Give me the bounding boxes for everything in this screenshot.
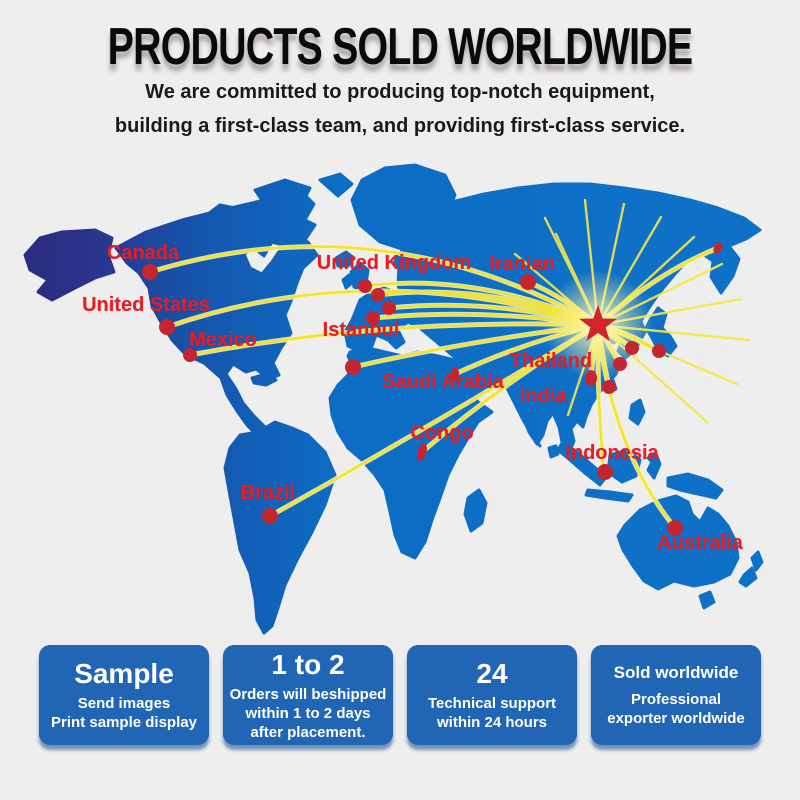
- location-dot-icon: [159, 319, 175, 335]
- java-shape: [584, 488, 634, 503]
- country-label-brazil: Brazil: [240, 482, 296, 504]
- card-line: after placement.: [250, 723, 366, 741]
- country-label-istanbul: Istanbul: [322, 319, 400, 341]
- philippines-shape: [628, 398, 646, 426]
- country-label-australia: Australia: [657, 532, 743, 554]
- arctic-islands-shape: [318, 172, 354, 198]
- caribbean-islands-shape: [250, 372, 278, 387]
- south-america-shape: [223, 420, 337, 635]
- star-icon: [579, 305, 617, 342]
- page-title: PRODUCTS SOLD WORLDWIDE: [107, 18, 693, 77]
- card-line: Technical support: [427, 695, 557, 712]
- location-dot-icon: [652, 344, 666, 358]
- world-map-svg: [23, 163, 764, 635]
- route-line-mexico: [188, 322, 600, 357]
- location-dot-icon: [371, 288, 385, 302]
- country-label-saudi-arabia: Saudi Arabia: [382, 371, 504, 393]
- country-label-mexico: Mexico: [189, 329, 257, 351]
- location-dot-icon: [713, 242, 723, 254]
- location-dot-icon: [613, 357, 627, 371]
- alaska-shape: [23, 228, 116, 302]
- card-line: Send images: [77, 695, 171, 712]
- feature-cards: Sample Send images Print sample display …: [39, 645, 761, 745]
- location-dot-icon: [183, 348, 197, 362]
- card-sample: Sample Send images Print sample display: [39, 645, 209, 745]
- new-zealand-shape: [738, 566, 758, 588]
- card-exporter: Sold worldwide Professional exporter wor…: [591, 645, 761, 745]
- location-dot-icon: [366, 311, 380, 325]
- card-line: Print sample display: [51, 714, 197, 731]
- location-dot-icon: [597, 464, 613, 480]
- card-line: exporter worldwide: [607, 710, 745, 727]
- country-label-united-states: United States: [82, 294, 210, 316]
- destination-dots: [142, 242, 723, 536]
- country-label-indonesia: Indonesia: [565, 442, 659, 464]
- new-zealand-shape: [750, 550, 764, 572]
- location-dot-icon: [382, 301, 396, 315]
- iceland-shape: [334, 250, 356, 268]
- sumatra-shape: [556, 441, 608, 487]
- country-label-canada: Canada: [106, 242, 180, 264]
- card-heading: 24: [476, 658, 508, 689]
- subtitle-line-1: We are committed to producing top-notch …: [145, 81, 655, 103]
- location-dot-icon: [625, 341, 639, 355]
- header: PRODUCTS SOLD WORLDWIDE We are committed…: [0, 0, 800, 143]
- subtitle-line-2: building a first-class team, and providi…: [114, 115, 686, 137]
- card-line: within 1 to 2 days: [245, 704, 371, 722]
- australia-shape: [616, 494, 740, 591]
- new-guinea-shape: [666, 472, 724, 500]
- country-label-thailand: Thailand: [509, 350, 593, 372]
- madagascar-shape: [463, 488, 488, 533]
- location-dot-icon: [142, 264, 158, 280]
- ireland-shape: [341, 273, 354, 290]
- card-shipping: 1 to 2 Orders will beshipped within 1 to…: [223, 645, 393, 745]
- location-dot-icon: [358, 279, 372, 293]
- location-dot-icon: [417, 443, 427, 461]
- card-line: Orders will beshipped: [229, 685, 387, 703]
- sri-lanka-shape: [547, 444, 560, 459]
- location-dot-icon: [667, 520, 683, 536]
- country-label-congo: Congo: [410, 422, 474, 444]
- africa-shape: [328, 346, 494, 560]
- card-line: Professional: [630, 691, 722, 708]
- location-dot-icon: [585, 370, 597, 386]
- card-heading: Sample: [74, 658, 174, 689]
- location-dot-icon: [602, 380, 616, 394]
- location-dot-icon: [262, 508, 278, 524]
- country-label-united-kingdom: United Kingdom: [316, 252, 472, 274]
- world-map: Canada United States Mexico United Kingd…: [0, 160, 800, 650]
- arctic-islands-shape: [198, 203, 247, 234]
- tasmania-shape: [698, 590, 716, 610]
- sulawesi-shape: [646, 452, 662, 480]
- arctic-islands-shape: [253, 178, 312, 214]
- location-dot-icon: [520, 274, 536, 290]
- country-label-india: India: [519, 385, 567, 407]
- location-dot-icon: [451, 367, 459, 381]
- card-support: 24 Technical support within 24 hours: [407, 645, 577, 745]
- card-heading: Sold worldwide: [613, 663, 739, 682]
- card-heading: 1 to 2: [271, 648, 345, 680]
- card-line: within 24 hours: [436, 714, 547, 731]
- route-line-canada: [148, 245, 600, 327]
- arctic-islands-shape: [268, 213, 317, 242]
- country-label-iranian: Iranian: [489, 253, 555, 275]
- location-dot-icon: [345, 359, 361, 375]
